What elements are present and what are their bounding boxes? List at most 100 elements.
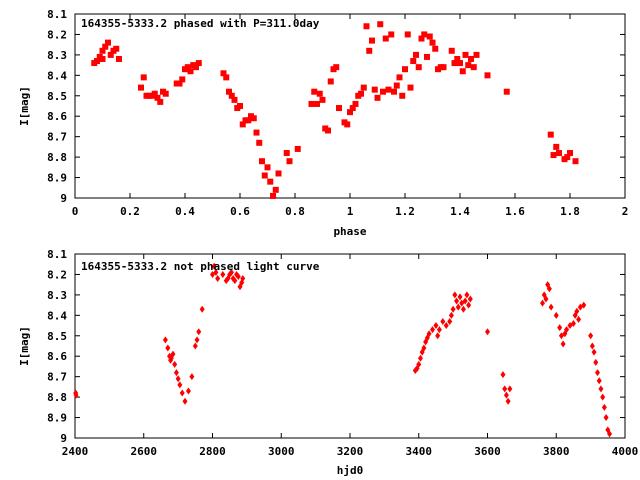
x-tick-label: 2400 — [62, 445, 89, 458]
data-point — [404, 31, 411, 38]
data-point — [435, 332, 441, 340]
data-point — [503, 88, 510, 95]
data-point — [402, 66, 408, 73]
data-point — [413, 51, 419, 58]
data-point — [366, 47, 373, 54]
data-point — [546, 285, 552, 293]
data-point — [107, 51, 114, 58]
data-point — [424, 53, 430, 60]
data-point — [189, 373, 195, 381]
x-tick-label: 3600 — [474, 445, 501, 458]
data-point — [325, 127, 331, 134]
data-point — [589, 342, 595, 350]
data-point — [543, 295, 549, 303]
x-tick-label: 1.2 — [395, 205, 415, 218]
y-tick-label: 8.7 — [47, 371, 67, 384]
data-point — [140, 74, 147, 81]
y-tick-label: 8.5 — [47, 330, 67, 343]
data-point — [468, 55, 474, 62]
phased-data-points — [91, 21, 579, 199]
data-point — [593, 358, 599, 366]
data-point — [250, 115, 257, 122]
phased-tick-labels: 0 0.2 0.4 0.6 0.8 1 1.2 1.4 1.6 1.8 2 8.1 8.2 8.3 8.4 8… — [47, 8, 628, 218]
data-point — [184, 64, 191, 71]
data-point — [457, 293, 463, 301]
data-point — [426, 330, 432, 338]
data-point — [316, 90, 323, 97]
data-point — [418, 35, 425, 42]
x-tick-label: 1.6 — [505, 205, 525, 218]
data-point — [264, 164, 271, 171]
data-point — [567, 150, 573, 157]
y-tick-label: 8.4 — [47, 69, 67, 82]
data-point — [195, 60, 202, 67]
x-tick-label: 0.8 — [285, 205, 305, 218]
data-point — [507, 385, 513, 393]
data-point — [440, 64, 447, 71]
x-tick-label: 2600 — [131, 445, 158, 458]
data-point — [572, 158, 579, 165]
data-point — [116, 55, 122, 62]
data-point — [426, 33, 433, 40]
data-point — [371, 86, 378, 93]
x-tick-label: 3200 — [337, 445, 364, 458]
data-point — [503, 391, 509, 399]
data-point — [443, 322, 449, 330]
unphased-light-curve-panel: 2400 2600 2800 3000 3200 3400 3600 3800 4000 8.1 8… — [18, 248, 638, 477]
data-point — [391, 88, 397, 95]
data-point — [311, 88, 318, 95]
y-tick-label: 8.6 — [47, 350, 67, 363]
unphased-x-axis-label: hjd0 — [337, 464, 364, 477]
data-point — [557, 324, 563, 332]
data-point — [462, 297, 468, 305]
data-point — [591, 348, 597, 356]
data-point — [550, 152, 557, 159]
data-point — [231, 96, 238, 103]
data-point — [235, 272, 241, 280]
data-point — [380, 88, 386, 95]
data-point — [162, 90, 169, 97]
data-point — [94, 58, 100, 65]
data-point — [182, 397, 188, 405]
data-point — [556, 150, 562, 157]
data-point — [154, 94, 161, 101]
data-point — [448, 47, 455, 54]
data-point — [270, 192, 276, 199]
data-point — [240, 275, 246, 283]
data-point — [553, 311, 559, 319]
y-tick-label: 8.7 — [47, 131, 67, 144]
unphased-tick-labels: 2400 2600 2800 3000 3200 3400 3600 3800 4000 8.1 8… — [47, 248, 638, 458]
data-point — [256, 139, 263, 146]
x-tick-label: 0.2 — [120, 205, 140, 218]
data-point — [470, 64, 477, 71]
data-point — [548, 303, 554, 311]
data-point — [228, 92, 235, 99]
data-point — [369, 37, 375, 44]
data-point — [377, 21, 384, 28]
data-point — [220, 270, 226, 278]
data-point — [179, 389, 185, 397]
data-point — [213, 268, 219, 276]
phased-y-axis-label: I[mag] — [18, 86, 31, 126]
data-point — [466, 301, 472, 309]
data-point — [360, 84, 367, 91]
x-tick-label: 4000 — [612, 445, 639, 458]
data-point — [162, 336, 168, 344]
x-tick-label: 2800 — [199, 445, 226, 458]
data-point — [430, 326, 435, 334]
data-point — [294, 145, 301, 152]
data-point — [194, 336, 200, 344]
data-point — [500, 371, 506, 379]
x-tick-label: 0 — [72, 205, 79, 218]
x-tick-label: 3800 — [543, 445, 570, 458]
data-point — [540, 299, 545, 307]
data-point — [347, 109, 353, 116]
data-point — [576, 315, 582, 323]
data-point — [261, 172, 268, 179]
y-tick-label: 8.1 — [47, 8, 67, 21]
data-point — [564, 154, 571, 161]
data-point — [232, 277, 238, 285]
data-point — [157, 98, 164, 105]
data-point — [560, 340, 566, 348]
